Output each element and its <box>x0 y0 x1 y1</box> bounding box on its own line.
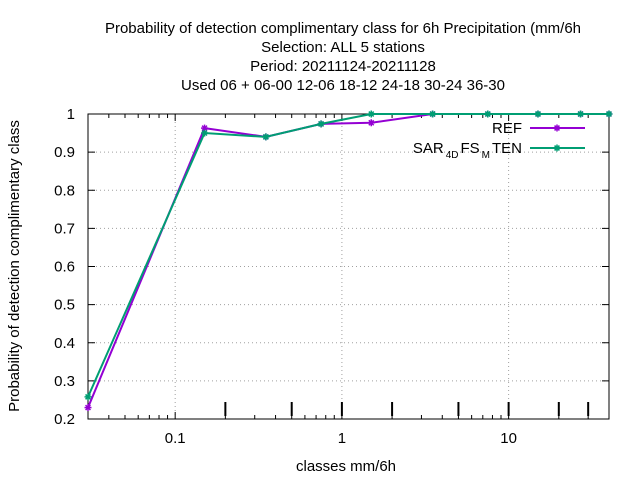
legend-label-part: FS <box>460 140 479 157</box>
class-marks <box>224 402 590 416</box>
data-point <box>262 133 270 141</box>
chart-title-block: Probability of detection complimentary c… <box>105 20 581 94</box>
y-tick-label: 0.3 <box>54 373 75 390</box>
legend-label-part: 4D <box>446 150 459 161</box>
data-point <box>84 404 92 412</box>
axes: 0.2 0.3 0.4 0.5 0.6 0.7 0.8 0.9 1 0.1 1 10 <box>54 106 610 447</box>
y-tick-label: 0.4 <box>54 335 75 352</box>
legend-label: SAR 4D FS M TEN <box>413 140 522 161</box>
series-line-1 <box>87 113 609 398</box>
series-layer <box>84 110 613 412</box>
y-tick-label: 0.5 <box>54 297 75 314</box>
legend: REF SAR 4D FS M TEN <box>413 120 585 161</box>
data-point <box>367 110 375 118</box>
legend-label: REF <box>492 120 522 137</box>
data-point <box>317 120 325 128</box>
data-point <box>534 110 542 118</box>
y-tick-label: 0.7 <box>54 220 75 237</box>
x-tick-label: 10 <box>500 430 517 447</box>
legend-label-part: TEN <box>492 140 522 157</box>
legend-label-part: M <box>482 150 490 161</box>
data-point <box>429 110 437 118</box>
data-point <box>605 110 613 118</box>
data-point <box>367 119 375 127</box>
grid <box>88 114 609 419</box>
title-line: Probability of detection complimentary c… <box>105 20 581 37</box>
data-point <box>577 110 585 118</box>
title-line: Period: 20211124-20211128 <box>250 58 436 75</box>
x-tick-label: 0.1 <box>165 430 186 447</box>
legend-swatch-marker <box>553 124 561 132</box>
data-point <box>201 129 209 137</box>
title-line: Selection: ALL 5 stations <box>261 39 425 56</box>
x-tick-label: 1 <box>338 430 346 447</box>
legend-swatch-marker <box>553 144 561 152</box>
series-line-0 <box>87 113 609 408</box>
legend-label-part: REF <box>492 120 522 137</box>
data-point <box>84 393 92 401</box>
y-axis-label: Probability of detection complimentary c… <box>6 120 23 412</box>
y-tick-label: 0.2 <box>54 411 75 428</box>
y-tick-label: 0.8 <box>54 182 75 199</box>
data-point <box>484 110 492 118</box>
y-tick-label: 0.6 <box>54 259 75 276</box>
legend-label-part: SAR <box>413 140 444 157</box>
y-tick-label: 1 <box>67 106 75 123</box>
x-axis-label: classes mm/6h <box>296 458 396 475</box>
title-line: Used 06 + 06-00 12-06 18-12 24-18 30-24 … <box>181 77 505 94</box>
y-tick-label: 0.9 <box>54 144 75 161</box>
